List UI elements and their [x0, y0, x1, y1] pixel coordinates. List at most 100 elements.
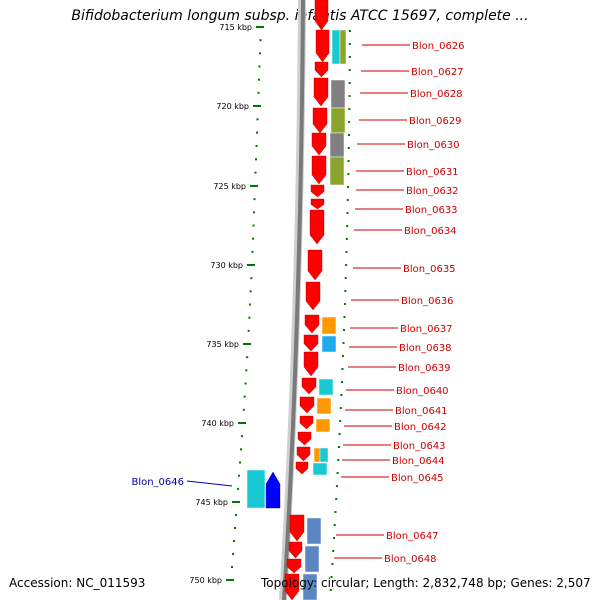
forward-gene-arrow: [312, 107, 328, 134]
forward-gene-arrow: [304, 314, 320, 334]
forward-gene-arrow: [310, 184, 325, 198]
outer-scale-dot: [333, 524, 336, 526]
cog-block: [329, 156, 345, 186]
forward-gene-arrow: [309, 209, 325, 245]
forward-gene-arrow: [303, 351, 319, 377]
forward-gene-arrow: [305, 281, 321, 311]
reverse-gene-arrow: [265, 471, 281, 509]
forward-gene-arrow: [286, 558, 302, 574]
outer-scale-dot: [334, 511, 337, 513]
scale-minor-tick: [241, 435, 243, 438]
scale-minor-tick: [237, 487, 239, 490]
gene-label: Blon_0644: [392, 456, 445, 467]
gene-label: Blon_0645: [391, 473, 444, 484]
forward-gene-arrow: [310, 198, 325, 210]
gene-label: Blon_0642: [394, 422, 447, 433]
forward-gene-arrow: [301, 377, 317, 395]
scale-tick-label: 725 kbp: [213, 182, 246, 191]
backbone-line: [282, 0, 305, 600]
scale-minor-tick: [252, 224, 255, 227]
outer-scale-dot: [345, 264, 348, 266]
gene-label: Blon_0640: [396, 386, 449, 397]
outer-scale-dot: [344, 290, 347, 292]
forward-gene-arrow: [314, 61, 329, 78]
cog-block: [312, 462, 328, 476]
forward-gene-arrow: [303, 334, 319, 352]
forward-gene-arrow: [299, 415, 314, 430]
scale-tick-label: 745 kbp: [195, 498, 228, 507]
outer-scale-dot: [346, 212, 349, 214]
scale-minor-tick: [251, 250, 254, 253]
gene-label: Blon_0628: [410, 89, 463, 100]
scale-minor-tick: [248, 316, 251, 319]
outer-scale-dot: [343, 303, 346, 305]
cog-block: [246, 469, 266, 509]
outer-scale-dot: [342, 342, 345, 344]
cog-block: [330, 107, 346, 134]
cog-block: [330, 79, 346, 109]
outer-scale-dot: [347, 186, 350, 188]
gene-label: Blon_0631: [406, 167, 459, 178]
scale-tick-label: 715 kbp: [219, 23, 252, 32]
outer-scale-dot: [335, 485, 338, 487]
backbone: [279, 0, 306, 600]
outer-scale-dot: [348, 108, 351, 110]
outer-scale-dot: [331, 563, 334, 565]
outer-scale-dot: [338, 433, 341, 435]
gene-label: Blon_0635: [403, 264, 456, 275]
cog-block: [318, 378, 334, 396]
scale-minor-tick: [240, 448, 242, 451]
scale-tick-label: 750 kbp: [189, 576, 222, 585]
outer-scale-dot: [348, 43, 351, 45]
scale-minor-tick: [232, 553, 234, 555]
cog-ring: [246, 29, 347, 600]
gene-label: Blon_0646: [131, 477, 184, 488]
outer-scale-dot: [348, 82, 351, 84]
gene-label: Blon_0634: [404, 226, 457, 237]
gene-label: Blon_0641: [395, 406, 448, 417]
forward-gene-arrow: [313, 77, 329, 107]
cog-block: [304, 545, 320, 573]
scale-minor-tick: [245, 369, 248, 372]
scale-minor-tick: [239, 461, 241, 464]
scale-minor-tick: [242, 408, 245, 411]
forward-gene-arrow: [314, 0, 329, 31]
forward-gene-arrow: [295, 461, 309, 475]
gene-label: Blon_0638: [399, 343, 452, 354]
scale-minor-tick: [257, 91, 260, 94]
cog-block: [329, 132, 345, 158]
gene-labels: Blon_0626 Blon_0627 Blon_0628 Blon_0629 Blon…: [131, 41, 464, 565]
gene-label: Blon_0637: [400, 324, 453, 335]
scale-minor-tick: [233, 540, 235, 542]
gene-label: Blon_0636: [401, 296, 454, 307]
outer-scale-dot: [344, 277, 347, 279]
outer-scale-dot: [329, 589, 332, 591]
gene-label: Blon_0643: [393, 441, 446, 452]
outer-scale-dot: [340, 381, 343, 383]
scale-tick-label: 740 kbp: [201, 419, 234, 428]
outer-scale-dot: [337, 459, 340, 461]
forward-gene-arrow: [288, 541, 303, 559]
scale-minor-tick: [244, 382, 247, 385]
outer-scale-dot: [347, 173, 350, 175]
outer-scale-dot: [348, 56, 351, 58]
outer-scale-dot: [348, 69, 351, 71]
scale-minor-tick: [253, 198, 256, 201]
topology-text: Topology: circular; Length: 2,832,748 bp…: [261, 576, 591, 590]
cog-block: [321, 335, 337, 353]
cog-block: [321, 316, 337, 335]
scale-minor-tick: [258, 78, 260, 81]
scale-minor-tick: [252, 237, 254, 240]
outer-scale-dot: [337, 446, 340, 448]
gene-label: Blon_0632: [406, 186, 459, 197]
scale-minor-tick: [243, 395, 246, 398]
scale-minor-tick: [256, 131, 258, 134]
scale-tick-label: 735 kbp: [206, 340, 239, 349]
scale-minor-tick: [253, 211, 255, 214]
forward-gene-arrow: [311, 132, 327, 156]
gene-label: Blon_0629: [409, 116, 462, 127]
forward-gene-arrow: [315, 29, 330, 63]
scale-minor-tick: [234, 527, 236, 529]
forward-gene-arrow: [284, 573, 300, 600]
